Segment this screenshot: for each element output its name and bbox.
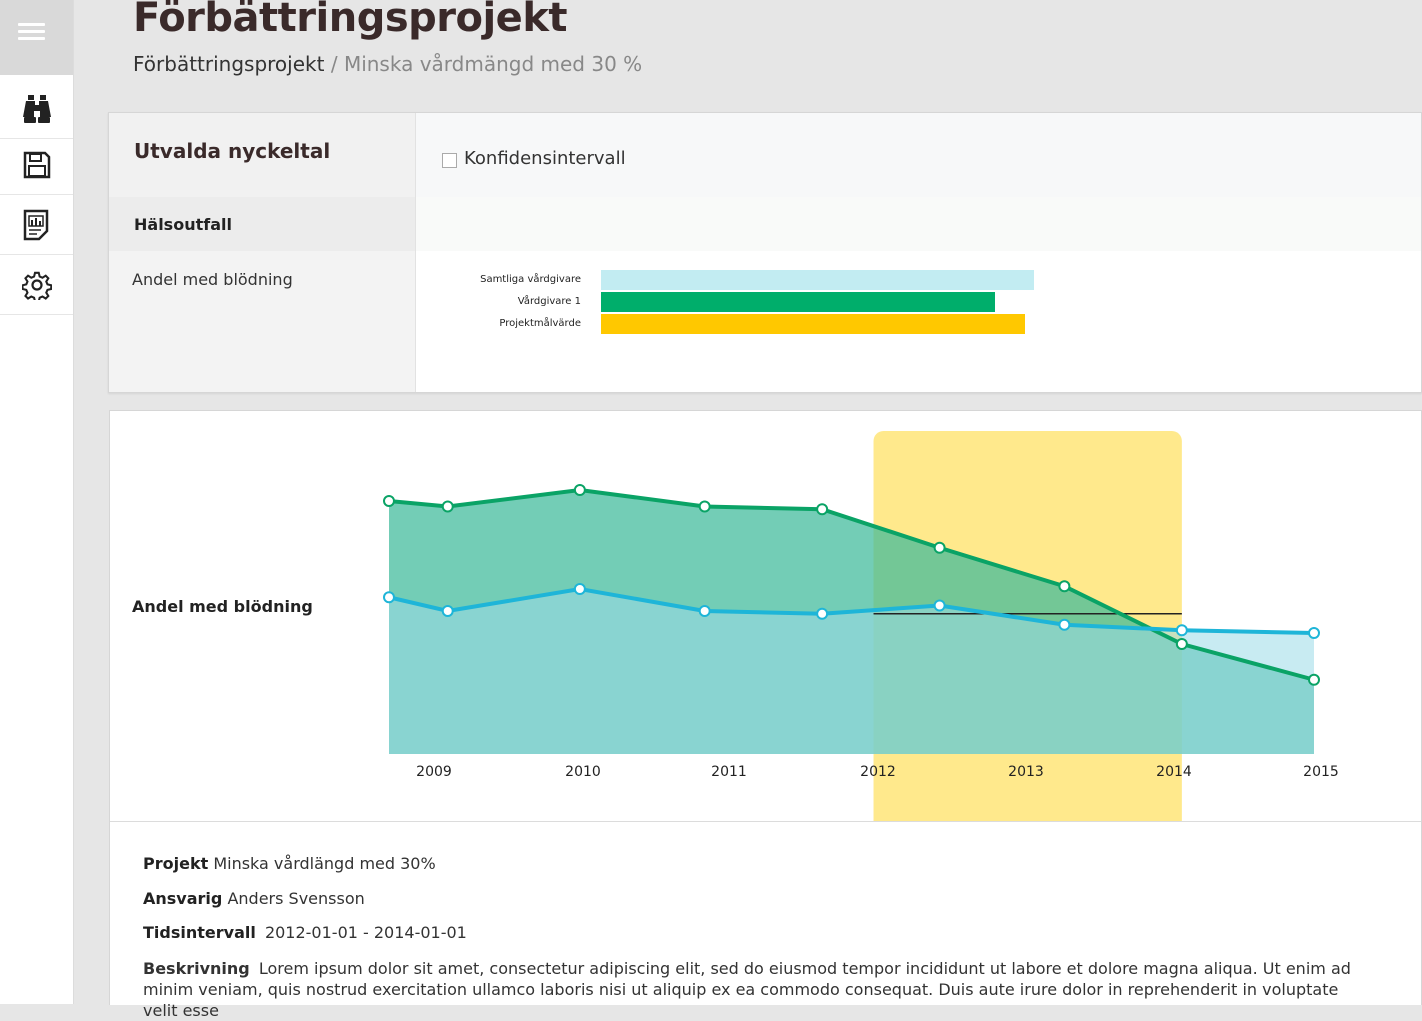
hamburger-icon bbox=[18, 23, 45, 26]
group-label: Hälsoutfall bbox=[134, 215, 232, 234]
data-point bbox=[698, 605, 711, 617]
left-column-group bbox=[109, 197, 415, 251]
interval-label: Tidsintervall bbox=[143, 923, 256, 942]
save-icon bbox=[23, 151, 50, 178]
x-tick-label: 2010 bbox=[565, 764, 601, 780]
data-point bbox=[933, 599, 946, 612]
breadcrumb-root[interactable]: Förbättringsprojekt bbox=[133, 52, 325, 76]
sidebar-item-report[interactable] bbox=[0, 195, 73, 255]
owner-row: Ansvarig Anders Svensson bbox=[143, 889, 365, 908]
data-point bbox=[573, 484, 586, 496]
data-point bbox=[1308, 673, 1320, 686]
breadcrumb-current: Minska vårdmängd med 30 % bbox=[343, 52, 643, 76]
x-tick-label: 2009 bbox=[416, 764, 452, 780]
hamburger-icon bbox=[18, 37, 45, 40]
description-value: Lorem ipsum dolor sit amet, consectetur … bbox=[143, 959, 1351, 1020]
data-point bbox=[1308, 627, 1320, 639]
data-point bbox=[1058, 618, 1071, 631]
data-point bbox=[1058, 580, 1071, 593]
breadcrumb: Förbättringsprojekt / Minska vårdmängd m… bbox=[133, 52, 642, 76]
x-tick-label: 2011 bbox=[711, 764, 747, 780]
description: Beskrivning Lorem ipsum dolor sit amet, … bbox=[143, 958, 1363, 1021]
owner-value: Anders Svensson bbox=[227, 889, 365, 908]
data-point bbox=[933, 541, 946, 554]
mini-bar bbox=[601, 292, 996, 312]
data-point bbox=[383, 495, 395, 507]
series-area bbox=[389, 589, 1314, 754]
data-point bbox=[573, 583, 586, 595]
confidence-interval-label[interactable]: Konfidensintervall bbox=[464, 148, 626, 169]
chart-divider bbox=[110, 821, 1421, 822]
mini-bar bbox=[601, 314, 1026, 334]
group-row bbox=[416, 197, 1421, 251]
sidebar-item-explore[interactable] bbox=[0, 79, 73, 139]
page-title: Förbättringsprojekt bbox=[133, 0, 568, 41]
metric-label[interactable]: Andel med blödning bbox=[132, 270, 293, 289]
interval-row: Tidsintervall 2012-01-01 - 2014-01-01 bbox=[143, 923, 467, 942]
mini-bar-label: Projektmålvärde bbox=[499, 318, 581, 329]
data-point bbox=[1175, 624, 1188, 637]
hamburger-icon bbox=[18, 30, 45, 33]
sidebar-item-settings[interactable] bbox=[0, 255, 73, 315]
data-point bbox=[816, 607, 829, 620]
mini-bar-label: Vårdgivare 1 bbox=[517, 296, 581, 307]
mini-bar bbox=[601, 270, 1034, 290]
x-tick-label: 2014 bbox=[1156, 764, 1192, 780]
description-label: Beskrivning bbox=[143, 959, 250, 978]
key-figures-left-column bbox=[109, 113, 416, 392]
sidebar bbox=[0, 0, 74, 1004]
menu-button[interactable] bbox=[0, 0, 73, 75]
data-point bbox=[1175, 638, 1188, 650]
trend-chart-panel: Andel med blödning 2009 2010 2011 2012 2013 2… bbox=[109, 410, 1422, 1020]
interval-value: 2012-01-01 - 2014-01-01 bbox=[264, 923, 467, 942]
data-point bbox=[698, 500, 711, 513]
project-row: Projekt Minska vårdlängd med 30% bbox=[143, 854, 436, 873]
project-value: Minska vårdlängd med 30% bbox=[213, 854, 436, 873]
x-tick-label: 2013 bbox=[1008, 764, 1044, 780]
binoculars-icon bbox=[22, 94, 51, 123]
breadcrumb-separator: / bbox=[330, 52, 338, 76]
gear-icon bbox=[21, 271, 52, 300]
chart-y-label: Andel med blödning bbox=[132, 597, 313, 616]
data-point bbox=[441, 605, 454, 617]
mini-bar-label: Samtliga vårdgivare bbox=[480, 274, 581, 285]
data-point bbox=[383, 591, 395, 604]
owner-label: Ansvarig bbox=[143, 889, 223, 908]
x-tick-label: 2012 bbox=[860, 764, 896, 780]
project-label: Projekt bbox=[143, 854, 209, 873]
left-column-header bbox=[109, 113, 415, 197]
report-icon bbox=[23, 209, 48, 240]
data-point bbox=[816, 503, 829, 516]
sidebar-item-save[interactable] bbox=[0, 135, 73, 195]
key-figures-toolbar bbox=[416, 113, 1421, 197]
key-figures-panel: Utvalda nyckeltal Hälsoutfall Andel med … bbox=[108, 112, 1422, 393]
trend-chart: 2009 2010 2011 2012 2013 2014 2015 bbox=[383, 431, 1339, 821]
confidence-interval-checkbox[interactable] bbox=[442, 153, 457, 168]
key-figures-title: Utvalda nyckeltal bbox=[134, 139, 331, 163]
data-point bbox=[441, 500, 454, 513]
x-tick-label: 2015 bbox=[1303, 764, 1339, 780]
